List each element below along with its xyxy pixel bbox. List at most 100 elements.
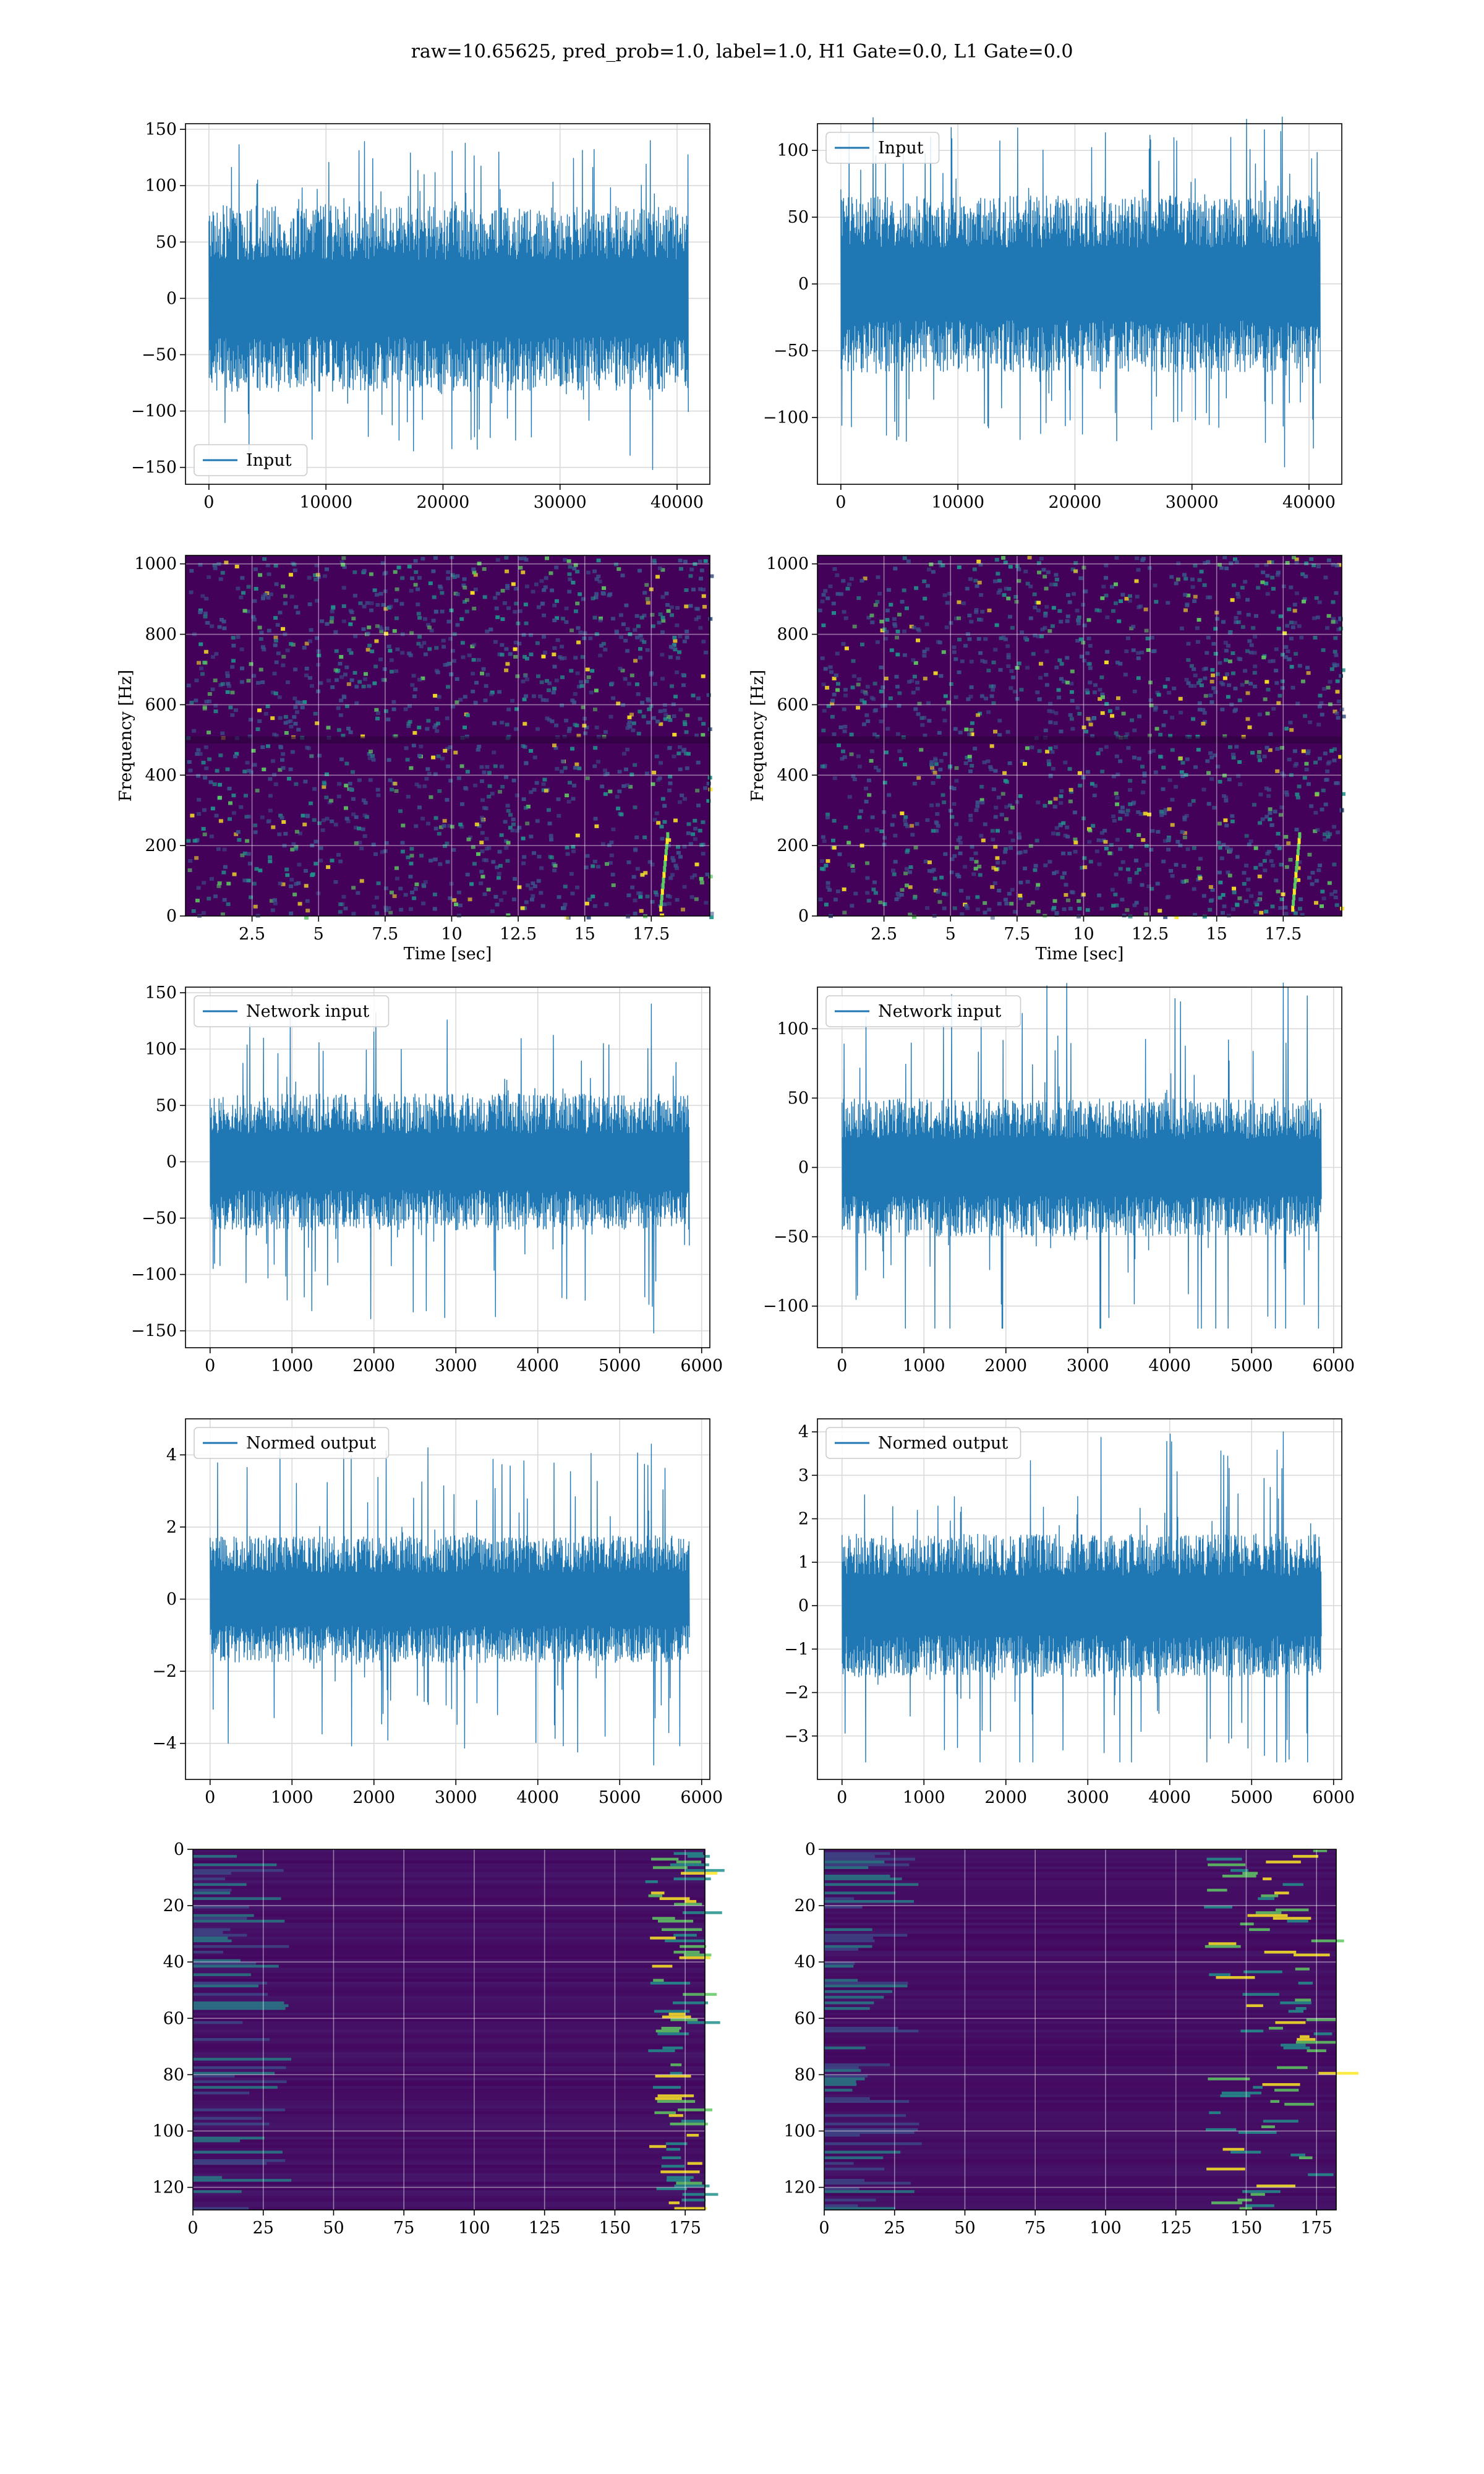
heatmap-cell <box>302 823 307 827</box>
heatmap-cell <box>1177 756 1182 761</box>
heatmap-cell <box>289 724 294 729</box>
x-tick-label: 0 <box>187 2219 198 2238</box>
heatmap-cell <box>554 599 559 603</box>
heatmap-cell <box>648 2049 675 2052</box>
heatmap-cell <box>1333 636 1338 640</box>
heatmap-cell <box>1313 760 1318 764</box>
heatmap-cell <box>1070 891 1075 895</box>
heatmap-row <box>193 1953 705 1957</box>
heatmap-cell <box>483 698 488 703</box>
heatmap-cell <box>226 682 231 686</box>
heatmap-cell <box>505 722 510 727</box>
heatmap-cell <box>1190 585 1195 589</box>
heatmap-cell <box>569 669 574 673</box>
heatmap-cell <box>1066 593 1071 597</box>
heatmap-cell <box>446 685 451 689</box>
y-tick-label: −3 <box>784 1727 809 1746</box>
heatmap-cell <box>471 672 475 676</box>
heatmap-cell <box>1010 838 1015 842</box>
heatmap-cell <box>381 678 386 682</box>
heatmap-cell <box>552 603 557 607</box>
heatmap-cell <box>531 589 535 594</box>
heatmap-cell <box>584 679 589 683</box>
y-tick-label: 600 <box>777 695 809 714</box>
heatmap-cell <box>584 726 589 730</box>
heatmap-cell <box>330 819 335 823</box>
heatmap-cell <box>341 562 346 567</box>
heatmap-cell <box>273 616 278 620</box>
heatmap-cell <box>1261 2125 1275 2128</box>
heatmap-cell <box>1120 897 1125 902</box>
heatmap-cell <box>659 1897 690 1900</box>
heatmap-cell <box>668 655 673 659</box>
heatmap-cell <box>1217 563 1222 567</box>
heatmap-cell <box>291 643 296 647</box>
x-tick-label: 25 <box>253 2219 274 2238</box>
heatmap-cell <box>1117 619 1122 623</box>
heatmap-cell <box>684 635 689 640</box>
x-tick-label: 10000 <box>931 493 984 512</box>
x-tick-label: 3000 <box>435 1356 477 1376</box>
heatmap-cell <box>268 808 273 813</box>
figure-title: raw=10.65625, pred_prob=1.0, label=1.0, … <box>411 41 1073 62</box>
heatmap-row <box>824 1888 1336 1892</box>
heatmap-cell <box>477 745 482 749</box>
heatmap-cell <box>586 570 591 575</box>
heatmap-cell <box>498 863 503 868</box>
heatmap-cell <box>595 760 600 764</box>
heatmap-cell <box>960 912 965 916</box>
heatmap-row <box>193 2185 705 2188</box>
heatmap-row <box>824 2117 1336 2120</box>
heatmap-cell <box>997 578 1002 583</box>
heatmap-cell <box>1148 750 1153 755</box>
y-tick-label: 200 <box>777 836 809 855</box>
legend: Network input <box>825 995 1021 1027</box>
heatmap-cell <box>856 677 861 682</box>
heatmap-cell <box>824 2069 861 2072</box>
heatmap-cell <box>1229 561 1234 565</box>
heatmap-row <box>193 2001 705 2005</box>
heatmap-cell <box>391 700 396 704</box>
heatmap-cell <box>696 696 701 701</box>
heatmap-row <box>193 2086 705 2089</box>
heatmap-cell <box>900 811 905 816</box>
heatmap-cell <box>434 646 439 650</box>
heatmap-cell <box>968 758 973 762</box>
heatmap-cell <box>824 2026 898 2030</box>
heatmap-cell <box>383 589 388 593</box>
heatmap-cell <box>193 2178 292 2182</box>
heatmap-cell <box>1292 602 1297 607</box>
heatmap-cell <box>842 910 847 915</box>
heatmap-cell <box>532 755 537 760</box>
heatmap-cell <box>1192 599 1197 603</box>
heatmap-cell <box>659 761 663 765</box>
heatmap-cell <box>564 606 569 610</box>
heatmap-cell <box>920 723 925 727</box>
heatmap-cell <box>643 871 648 875</box>
heatmap-cell <box>1170 874 1175 878</box>
heatmap-cell <box>633 763 638 767</box>
heatmap-cell <box>830 838 835 842</box>
heatmap-row <box>824 2049 1336 2052</box>
heatmap-cell <box>473 588 478 592</box>
heatmap-cell <box>232 872 237 876</box>
heatmap-cell <box>242 769 247 774</box>
heatmap-cell <box>1010 888 1015 892</box>
heatmap-cell <box>427 647 432 651</box>
heatmap-cell <box>849 752 854 756</box>
heatmap-cell <box>617 769 622 774</box>
x-tick-label: 17.5 <box>633 925 670 944</box>
heatmap-row <box>824 1975 1336 1979</box>
heatmap-cell <box>293 722 298 726</box>
heatmap-cell <box>1335 690 1340 694</box>
heatmap-cell <box>975 895 980 899</box>
heatmap-cell <box>1221 682 1226 687</box>
heatmap-cell <box>1033 863 1038 868</box>
heatmap-cell <box>1145 636 1150 641</box>
heatmap-cell <box>865 876 870 880</box>
heatmap-cell <box>665 2142 688 2146</box>
heatmap-cell <box>1009 669 1014 673</box>
heatmap-cell <box>1251 626 1256 630</box>
heatmap-cell <box>482 892 487 896</box>
heatmap-cell <box>1062 871 1067 875</box>
